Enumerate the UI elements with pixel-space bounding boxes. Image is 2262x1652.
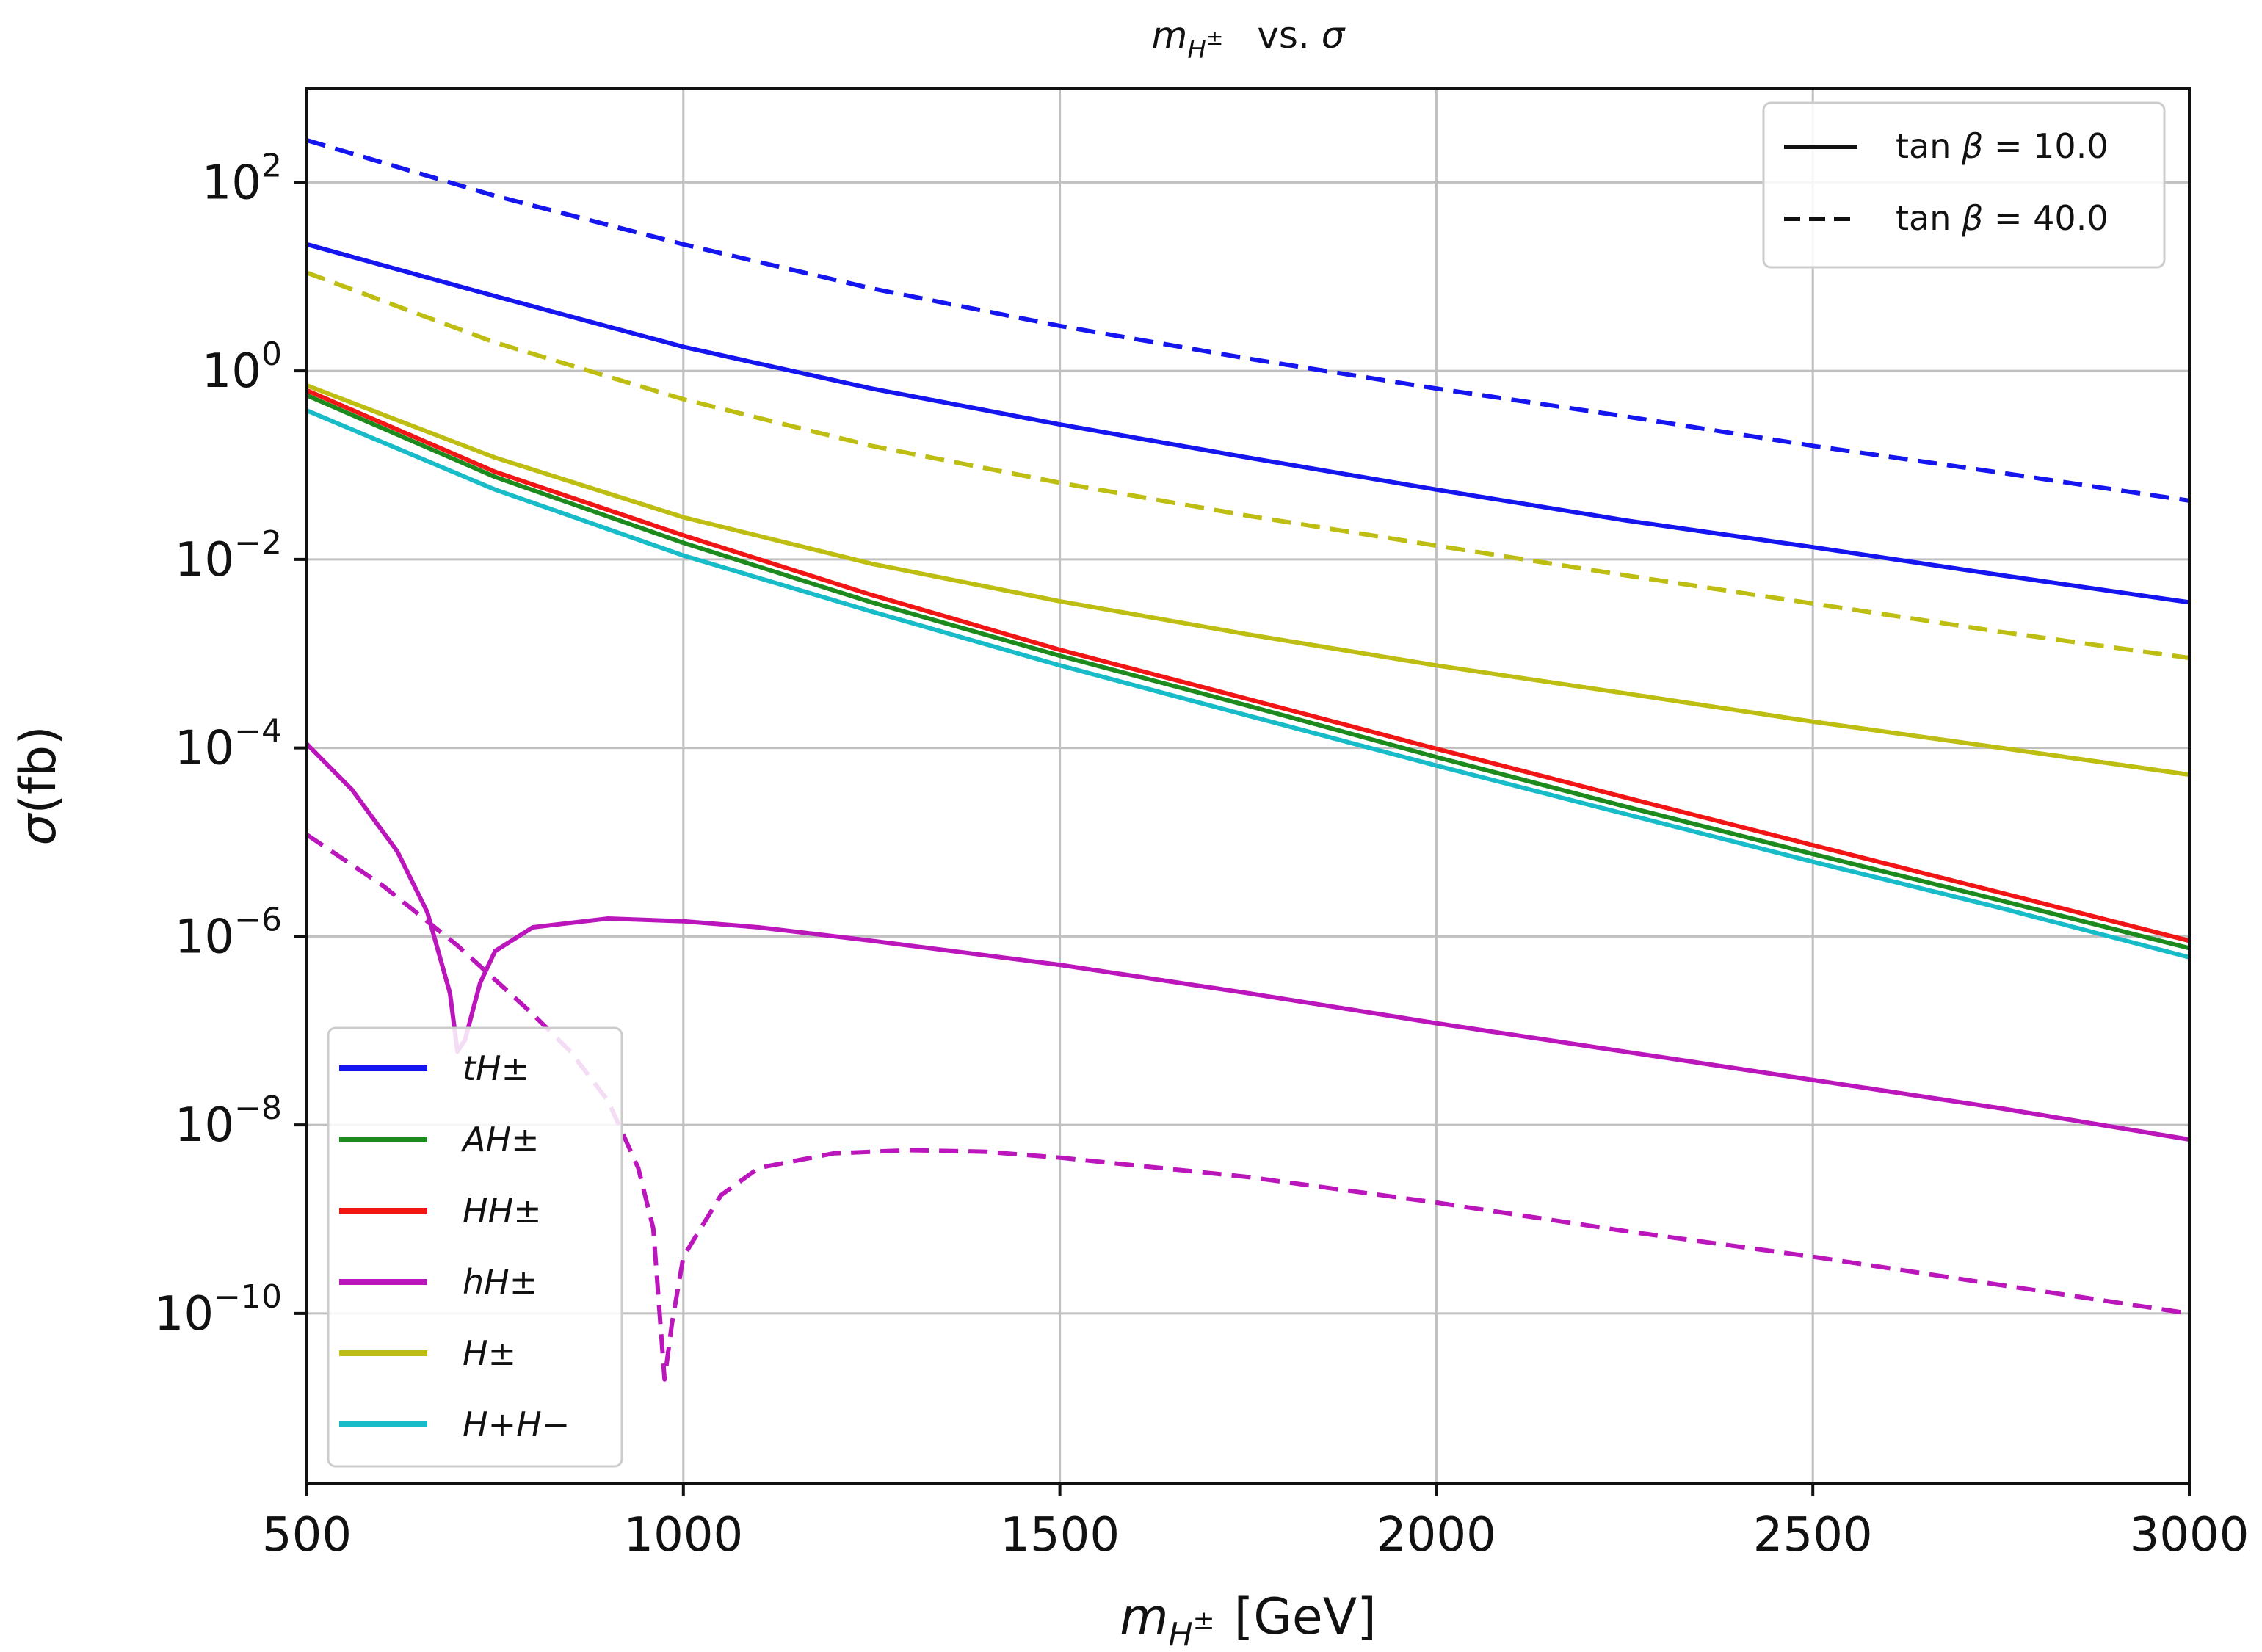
y-tick-label: 100: [202, 336, 282, 399]
process-legend-label-HH: HH±: [463, 1191, 542, 1231]
y-tick-label: 10−4: [175, 713, 282, 776]
y-tick-label: 10−6: [175, 901, 282, 964]
style-legend-label: tan β = 40.0: [1896, 198, 2109, 238]
series-line-AH-tanb-10.0: [305, 393, 2190, 951]
x-tick-label: 1000: [623, 1508, 743, 1562]
x-axis-label: mH± [GeV]: [1120, 1588, 1377, 1652]
series-line-HH-tanb-10.0: [305, 388, 2190, 943]
x-tick-label: 2500: [1753, 1508, 1873, 1562]
series-line-HpHm-tanb-10.0: [305, 408, 2190, 960]
process-legend-label-HpHm: H+H−: [463, 1405, 570, 1444]
plot-frame: [305, 87, 2191, 1485]
y-axis-label: σ(fb): [10, 725, 68, 845]
process-legend-label-Hpm: H±: [463, 1333, 516, 1373]
y-tick-label: 10−8: [175, 1090, 282, 1153]
axis-ticks: 500 1000 1500 2000 2500 3000 102 100 10−2 10−4 10−…: [154, 147, 2250, 1562]
y-tick-label: 10−2: [175, 524, 282, 587]
series-line-Hpm-tanb-10.0: [305, 383, 2190, 778]
style-legend: tan β = 10.0 tan β = 40.0: [1762, 101, 2166, 269]
series-line-Hpm-tanb-40.0: [305, 270, 2190, 661]
grid: [305, 88, 2191, 1483]
series-line-tH-tanb-40.0: [306, 138, 2190, 503]
process-legend-label-hH: hH±: [463, 1262, 537, 1302]
process-legend-label-AH: AH±: [460, 1120, 540, 1159]
x-tick-label: 2000: [1377, 1508, 1496, 1562]
chart-title: mH± vs. σ: [1152, 14, 1346, 65]
y-tick-label: 10−10: [154, 1278, 282, 1341]
style-legend-label: tan β = 10.0: [1896, 126, 2109, 166]
process-legend-label-tH: tH±: [463, 1048, 529, 1088]
y-tick-label: 102: [202, 147, 282, 210]
x-tick-label: 1500: [1000, 1508, 1120, 1562]
process-legend: tH± AH± HH± hH± H± H+H−: [327, 1026, 623, 1468]
x-tick-label: 3000: [2130, 1508, 2250, 1562]
series-line-tH-tanb-10.0: [306, 242, 2190, 605]
series-layer: [305, 138, 2190, 1382]
series-line-hH-tanb-10.0: [305, 742, 2190, 1142]
x-tick-label: 500: [262, 1508, 352, 1562]
